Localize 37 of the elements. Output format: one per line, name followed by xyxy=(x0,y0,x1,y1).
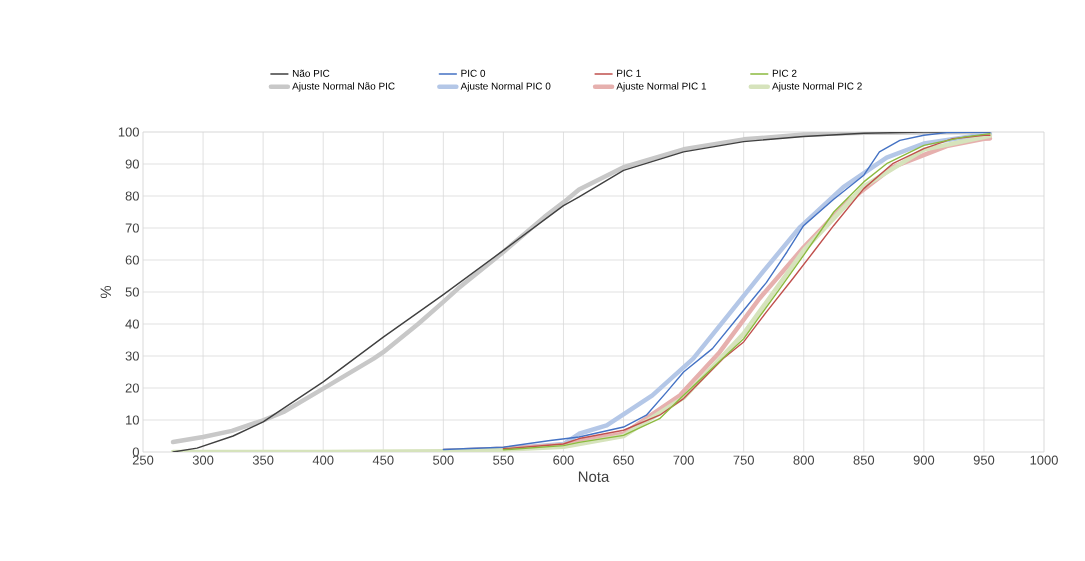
x-tick-label: 850 xyxy=(853,455,875,465)
x-tick-label: 950 xyxy=(973,455,995,465)
x-tick-label: 550 xyxy=(493,455,514,465)
x-tick-label: 450 xyxy=(372,455,394,465)
x-tick-label: 650 xyxy=(613,455,634,465)
legend-label: Ajuste Normal PIC 2 xyxy=(772,82,862,92)
x-tick-label: 250 xyxy=(132,455,154,465)
x-tick-label: 300 xyxy=(192,455,214,465)
legend-label: Não PIC xyxy=(292,69,330,77)
legend-label: PIC 0 xyxy=(461,69,486,77)
x-tick-label: 400 xyxy=(312,455,334,465)
y-tick-label: 70 xyxy=(125,223,139,233)
legend-label: Ajuste Normal PIC 1 xyxy=(616,82,707,92)
x-tick-label: 900 xyxy=(913,455,935,465)
y-axis-title: % xyxy=(100,285,112,299)
x-tick-label: 350 xyxy=(252,455,274,465)
y-tick-label: 100 xyxy=(118,127,139,137)
x-tick-label: 500 xyxy=(433,455,454,465)
y-tick-label: 50 xyxy=(125,287,139,297)
y-tick-label: 90 xyxy=(125,159,139,169)
x-tick-label: 700 xyxy=(673,455,694,465)
y-tick-label: 60 xyxy=(125,255,139,265)
legend-label: PIC 2 xyxy=(772,69,797,77)
x-axis-title: Nota xyxy=(578,471,610,482)
legend-label: PIC 1 xyxy=(617,69,641,77)
x-tick-label: 600 xyxy=(553,455,574,465)
y-tick-label: 80 xyxy=(125,191,139,201)
y-tick-label: 20 xyxy=(125,383,139,393)
y-tick-label: 30 xyxy=(125,351,139,361)
legend-label: Ajuste Normal Não PIC xyxy=(292,82,395,92)
x-tick-label: 1000 xyxy=(1030,455,1058,465)
y-tick-label: 10 xyxy=(126,415,139,425)
legend-label: Ajuste Normal PIC 0 xyxy=(460,82,551,92)
y-tick-label: 40 xyxy=(125,319,139,329)
y-tick-label: 0 xyxy=(132,447,139,457)
x-tick-label: 800 xyxy=(793,455,815,465)
x-tick-label: 750 xyxy=(733,455,754,465)
